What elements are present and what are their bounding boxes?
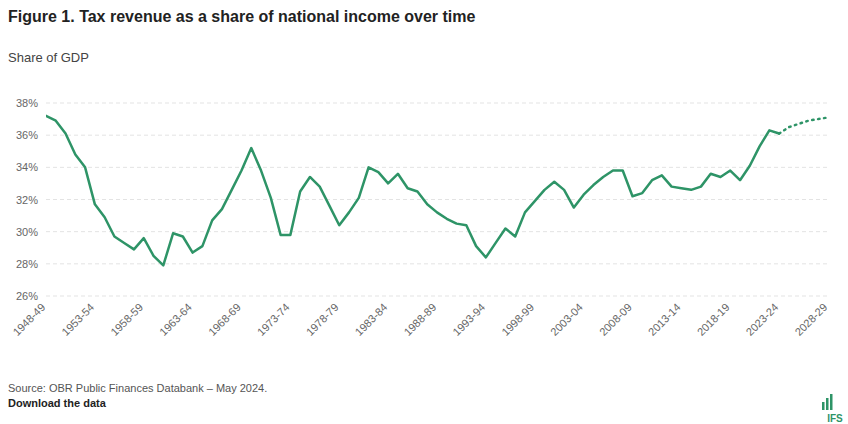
- x-tick-label: 1978-79: [304, 301, 341, 338]
- y-tick-label: 34%: [16, 161, 38, 173]
- x-tick-label: 2008-09: [597, 301, 634, 338]
- x-tick-label: 1953-54: [59, 301, 96, 338]
- y-tick-label: 30%: [16, 226, 38, 238]
- grid-line: [46, 296, 828, 297]
- y-tick-label: 36%: [16, 129, 38, 141]
- x-tick-label: 2028-29: [792, 301, 829, 338]
- x-tick-label: 1983-84: [353, 301, 390, 338]
- y-tick-label: 32%: [16, 194, 38, 206]
- grid-line: [46, 167, 828, 168]
- subtitle: Share of GDP: [8, 50, 89, 65]
- line: [46, 116, 779, 266]
- x-tick-label: 1963-64: [157, 301, 194, 338]
- chart: Figure 1. Tax revenue as a share of nati…: [0, 0, 848, 424]
- x-tick-label: 1968-69: [206, 301, 243, 338]
- download-link[interactable]: Download the data: [8, 397, 107, 409]
- x-tick-label: 1998-99: [499, 301, 536, 338]
- x-tick-label: 1988-89: [401, 301, 438, 338]
- logo-bar: [822, 402, 825, 410]
- title: Figure 1. Tax revenue as a share of nati…: [8, 8, 476, 25]
- x-tick-label: 2003-04: [548, 301, 585, 338]
- x-tick-label: 1993-94: [450, 301, 487, 338]
- x-tick-label: 2023-24: [744, 301, 781, 338]
- x-tick-label: 2018-19: [695, 301, 732, 338]
- grid-line: [46, 199, 828, 200]
- line: [779, 117, 828, 133]
- source: Source: OBR Public Finances Databank – M…: [8, 382, 267, 394]
- logo-bar: [830, 394, 833, 410]
- y-tick-label: 38%: [16, 97, 38, 109]
- y-tick-label: 28%: [16, 258, 38, 270]
- series-group: [46, 116, 828, 266]
- x-tick-label: 1958-59: [108, 301, 145, 338]
- grid-line: [46, 135, 828, 136]
- x-tick-label: 2013-14: [646, 301, 683, 338]
- logo: IFS: [822, 394, 843, 424]
- logo-text: IFS: [827, 413, 843, 424]
- x-tick-label: 1948-49: [10, 301, 47, 338]
- grid-line: [46, 231, 828, 232]
- grid-line: [46, 103, 828, 104]
- logo-bar: [826, 398, 829, 410]
- x-tick-label: 1973-74: [255, 301, 292, 338]
- grid: [46, 103, 828, 296]
- y-tick-label: 26%: [16, 290, 38, 302]
